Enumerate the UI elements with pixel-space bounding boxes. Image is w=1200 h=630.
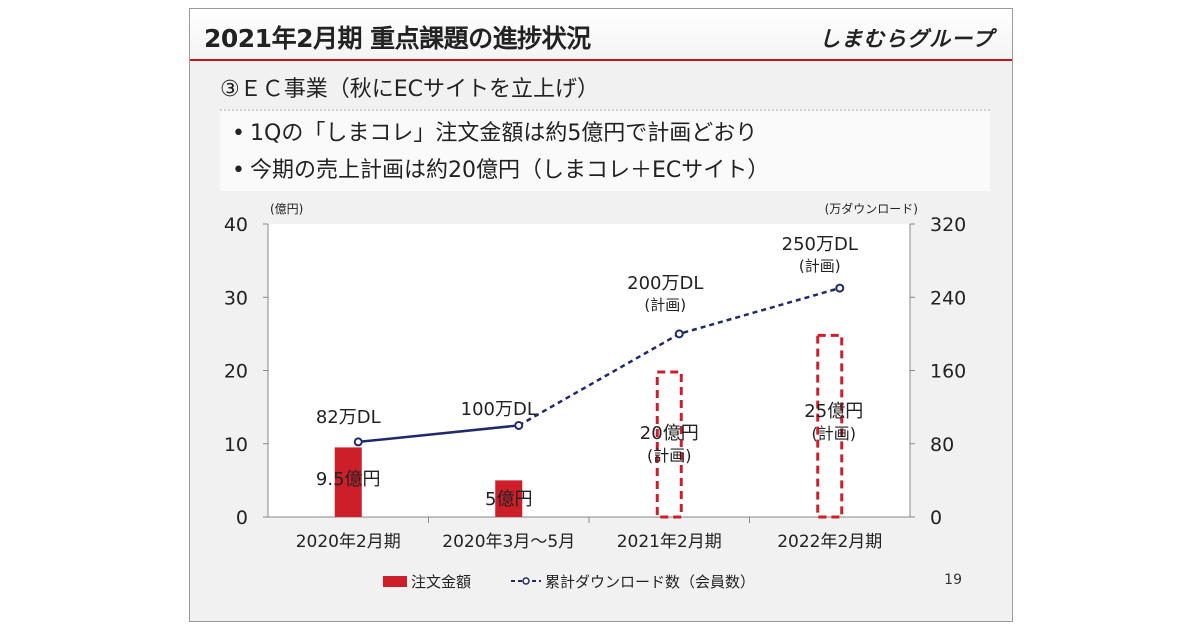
line-point [835, 283, 845, 293]
line-data-label: 200万DL [627, 273, 703, 294]
line-point [353, 437, 363, 447]
left-tick-label: 30 [224, 287, 248, 309]
legend-bar-label: 注文金額 [411, 573, 471, 591]
x-category-label: 2020年2月期 [296, 532, 401, 552]
bar-planned [655, 370, 683, 519]
line-point [674, 329, 684, 339]
right-tick-label: 80 [930, 434, 954, 456]
line-data-label: 100万DL [461, 399, 537, 420]
line-data-label: 250万DL [782, 234, 858, 255]
legend-bar-swatch [383, 576, 407, 587]
section-heading: ③ＥＣ事業（秋にECサイトを立上げ） [220, 77, 599, 102]
line-point [514, 420, 524, 430]
bullet-item: • 今期の売上計画は約20億円（しまコレ＋ECサイト） [232, 158, 770, 183]
legend-line-label: 累計ダウンロード数（会員数） [545, 573, 755, 591]
bullet-text: 1Qの「しまコレ」注文金額は約5億円で計画どおり [250, 121, 758, 146]
right-axis-unit: (万ダウンロード) [825, 201, 918, 216]
line-data-label: (計画) [644, 296, 686, 314]
company-logo: しまむらグループ [819, 27, 994, 51]
bar-data-label: 20億円 [640, 423, 699, 444]
bar-data-label: (計画) [647, 446, 692, 465]
bar [334, 447, 362, 517]
right-tick-label: 0 [930, 507, 942, 529]
left-tick-label: 40 [224, 214, 248, 236]
left-tick-label: 10 [224, 434, 248, 456]
bullet-list: • 1Qの「しまコレ」注文金額は約5億円で計画どおり • 今期の売上計画は約20億円… [220, 109, 990, 191]
bar [495, 480, 523, 517]
left-axis-unit: (億円) [270, 202, 303, 216]
series-line-solid [358, 424, 519, 444]
bullet-text: 今期の売上計画は約20億円（しまコレ＋ECサイト） [250, 158, 770, 183]
line-data-label: 82万DL [316, 407, 381, 428]
page-number: 19 [944, 572, 962, 588]
x-category-label: 2021年2月期 [617, 532, 722, 552]
right-tick-label: 160 [930, 361, 966, 383]
bullet-item: • 1Qの「しまコレ」注文金額は約5億円で計画どおり [232, 121, 758, 146]
bar-data-label: (計画) [812, 424, 857, 443]
line-data-label: (計画) [799, 257, 841, 275]
left-tick-label: 20 [224, 361, 248, 383]
bar-data-label: 25億円 [804, 401, 863, 422]
right-tick-label: 320 [930, 214, 966, 236]
left-tick-label: 0 [236, 507, 248, 529]
slide-title: 2021年2月期 重点課題の進捗状況 [204, 24, 591, 53]
bar-data-label: 9.5億円 [316, 469, 381, 490]
x-category-label: 2022年2月期 [777, 532, 882, 552]
bar-data-label: 5億円 [485, 489, 532, 510]
plot-area [268, 224, 910, 517]
legend-line-marker [522, 577, 530, 585]
title-bar: 2021年2月期 重点課題の進捗状況 しまむらグループ [190, 9, 1012, 61]
right-tick-label: 240 [930, 287, 966, 309]
x-category-label: 2020年3月～5月 [442, 532, 575, 552]
